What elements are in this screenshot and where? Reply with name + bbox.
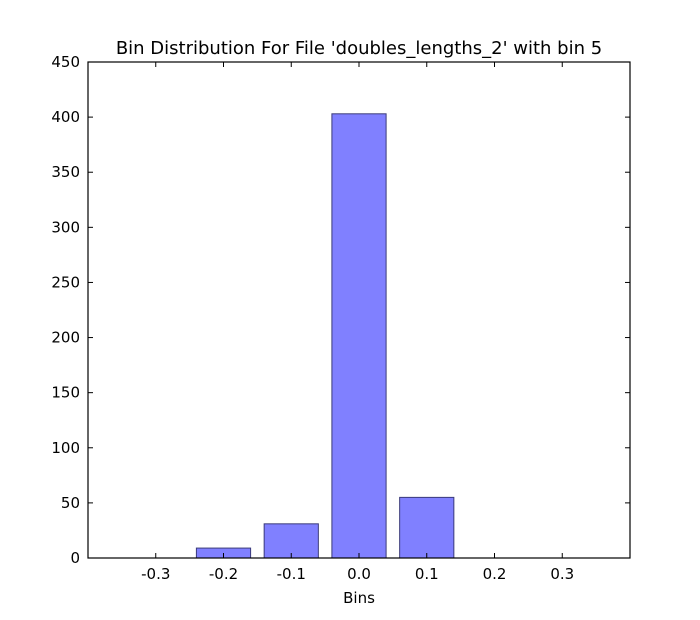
y-tick-label: 400 — [51, 108, 80, 126]
ticks-layer: -0.3 -0.2 -0.1 0.0 0.1 0.2 0.3 0 50 100 150 200 250 3… — [51, 53, 630, 583]
y-tick-label: 50 — [61, 494, 80, 512]
y-tick-label: 350 — [51, 163, 80, 181]
x-tick-label: 0.1 — [415, 565, 439, 583]
bars-layer — [195, 113, 455, 559]
x-tick-label: 0.2 — [483, 565, 507, 583]
chart-title: Bin Distribution For File 'doubles_lengt… — [116, 38, 602, 59]
y-tick-label: 150 — [51, 384, 80, 402]
y-tick-label: 450 — [51, 53, 80, 71]
x-tick-label: -0.3 — [141, 565, 170, 583]
y-tick-label: 0 — [70, 549, 80, 567]
y-tick-label: 100 — [51, 439, 80, 457]
x-tick-label: 0.3 — [550, 565, 574, 583]
x-tick-label: -0.1 — [277, 565, 306, 583]
y-tick-label: 200 — [51, 329, 80, 347]
y-tick-label: 300 — [51, 218, 80, 236]
y-tick-label: 250 — [51, 273, 80, 291]
bar-0.0 — [331, 113, 387, 559]
plot-frame — [87, 61, 631, 559]
bar-0.1 — [399, 496, 455, 559]
x-axis-label: Bins — [343, 589, 375, 607]
x-tick-label: -0.2 — [209, 565, 238, 583]
bar--0.1 — [263, 523, 319, 559]
x-tick-label: 0.0 — [347, 565, 371, 583]
